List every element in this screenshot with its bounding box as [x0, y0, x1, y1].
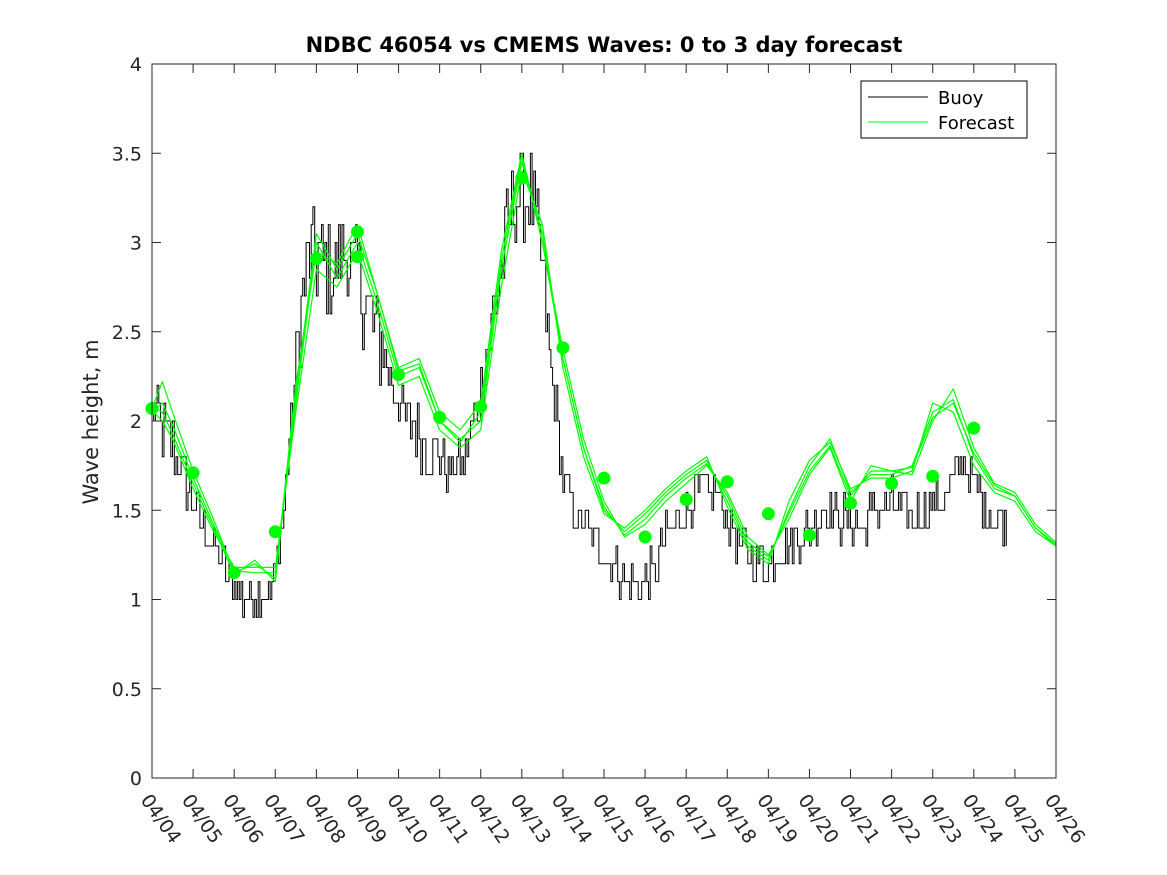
legend-box	[860, 80, 1028, 139]
y-tick-label: 3.5	[112, 143, 142, 165]
y-tick-label: 3	[130, 233, 142, 255]
forecast-marker-17	[761, 507, 775, 521]
forecast-marker-21	[926, 469, 940, 483]
forecast-marker-4	[268, 525, 282, 539]
y-axis-label: Wave height, m	[79, 339, 103, 504]
legend-buoy-label: Buoy	[938, 88, 984, 109]
forecast-series-1	[152, 152, 1056, 579]
legend-forecast-label: Forecast	[938, 113, 1014, 134]
forecast-marker-16	[720, 475, 734, 489]
plot-area	[145, 152, 1056, 618]
buoy-series	[152, 152, 1007, 618]
forecast-marker-9	[433, 410, 447, 424]
forecast-marker-3	[227, 566, 241, 580]
forecast-series-4	[152, 156, 1056, 583]
forecast-marker-13	[597, 471, 611, 485]
y-tick-label: 4	[130, 54, 142, 76]
forecast-marker-20	[885, 477, 899, 490]
y-tick-label: 0.5	[112, 679, 142, 701]
forecast-marker-5	[309, 252, 323, 266]
y-tick-label: 2.5	[112, 322, 142, 344]
y-tick-label: 2	[130, 411, 142, 433]
chart-title: NDBC 46054 vs CMEMS Waves: 0 to 3 day fo…	[306, 33, 903, 57]
legend: Buoy Forecast	[860, 80, 1028, 139]
forecast-marker-14	[638, 530, 652, 544]
forecast-marker-19	[844, 496, 857, 510]
forecast-marker-2	[186, 466, 200, 480]
forecast-marker-7	[351, 250, 364, 264]
forecast-marker-8	[392, 368, 405, 382]
forecast-marker-15	[679, 493, 693, 506]
forecast-marker-6	[351, 225, 364, 239]
y-tick-label: 1.5	[112, 500, 142, 522]
forecast-marker-12	[556, 341, 570, 355]
forecast-marker-18	[803, 528, 816, 542]
forecast-marker-10	[474, 400, 488, 414]
forecast-marker-22	[967, 421, 981, 435]
forecast-marker-11	[515, 171, 529, 185]
y-tick-label: 0	[130, 768, 142, 790]
y-tick-label: 1	[130, 590, 142, 612]
